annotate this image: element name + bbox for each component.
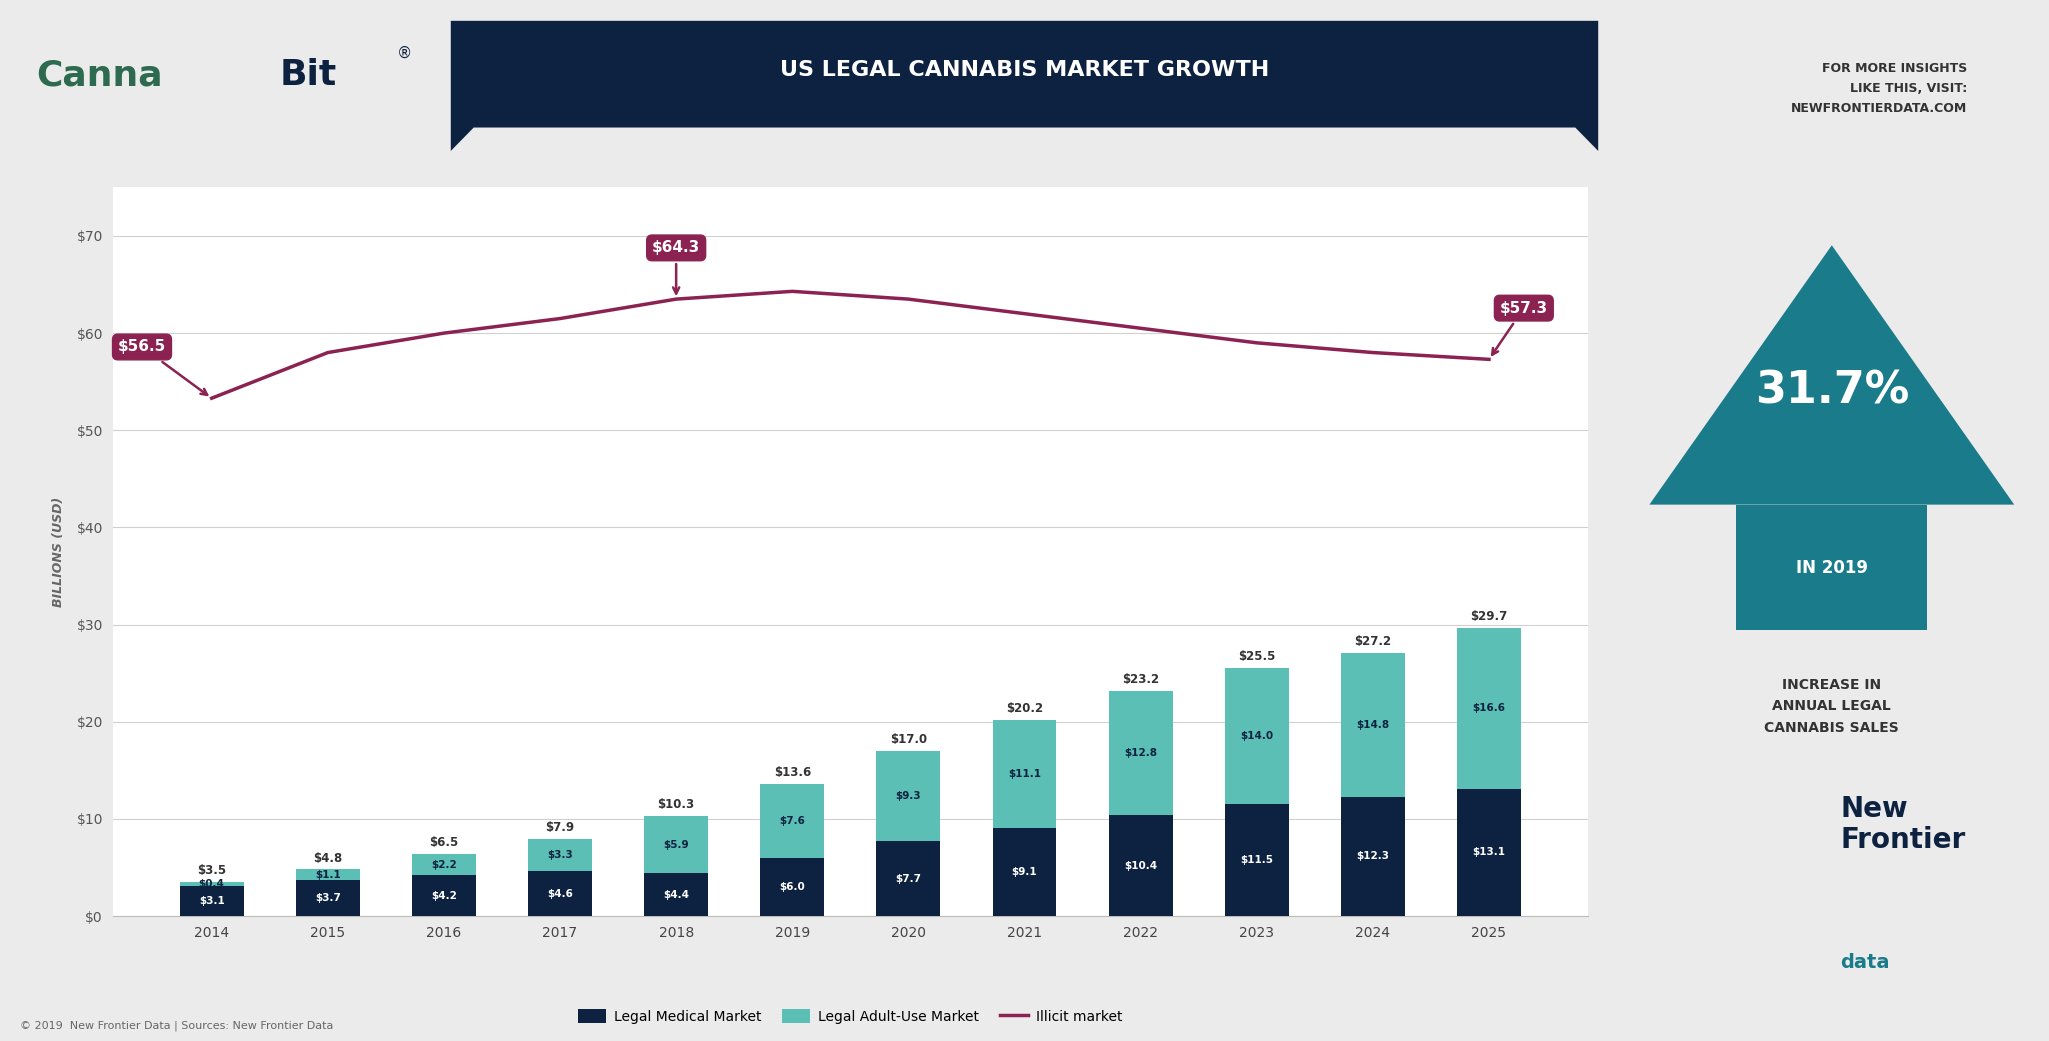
Text: $7.6: $7.6 <box>779 816 805 826</box>
Text: $6.0: $6.0 <box>779 882 805 892</box>
Text: $3.3: $3.3 <box>547 850 574 860</box>
Text: © 2019  New Frontier Data | Sources: New Frontier Data: © 2019 New Frontier Data | Sources: New … <box>20 1020 334 1031</box>
Text: $9.3: $9.3 <box>895 791 922 802</box>
Text: IN 2019: IN 2019 <box>1795 559 1869 577</box>
Bar <box>992 719 1057 828</box>
Text: US LEGAL CANNABIS MARKET GROWTH: US LEGAL CANNABIS MARKET GROWTH <box>781 60 1268 80</box>
Bar <box>760 858 824 916</box>
Text: New
Frontier: New Frontier <box>1840 795 1965 854</box>
Bar <box>877 751 940 841</box>
Text: $29.7: $29.7 <box>1471 610 1508 623</box>
Bar <box>1109 815 1172 916</box>
Text: $57.3: $57.3 <box>1492 301 1547 355</box>
Text: Bit: Bit <box>279 58 336 93</box>
Bar <box>295 880 361 916</box>
Text: $16.6: $16.6 <box>1473 703 1506 713</box>
Text: ®: ® <box>398 46 412 60</box>
Text: $25.5: $25.5 <box>1238 651 1274 663</box>
Text: $5.9: $5.9 <box>664 840 688 849</box>
Bar <box>412 875 475 916</box>
Bar <box>1457 628 1520 789</box>
Text: $27.2: $27.2 <box>1354 635 1391 648</box>
Text: $0.4: $0.4 <box>199 879 225 889</box>
Text: $4.2: $4.2 <box>430 891 457 900</box>
Text: $10.3: $10.3 <box>658 798 695 811</box>
Text: $10.4: $10.4 <box>1125 861 1158 870</box>
Text: $6.5: $6.5 <box>430 836 459 849</box>
Text: $4.8: $4.8 <box>313 852 342 865</box>
Text: $23.2: $23.2 <box>1123 672 1160 686</box>
Bar <box>529 871 592 916</box>
Legend: Legal Medical Market, Legal Adult-Use Market, Illicit market: Legal Medical Market, Legal Adult-Use Ma… <box>572 1004 1129 1030</box>
Bar <box>643 816 709 873</box>
Text: $3.1: $3.1 <box>199 896 225 906</box>
Polygon shape <box>451 21 1598 151</box>
Text: $7.7: $7.7 <box>895 873 922 884</box>
Text: $11.1: $11.1 <box>1008 768 1041 779</box>
Text: Canna: Canna <box>37 58 162 93</box>
Text: $12.8: $12.8 <box>1125 747 1158 758</box>
Y-axis label: BILLIONS (USD): BILLIONS (USD) <box>53 497 66 607</box>
FancyBboxPatch shape <box>1736 505 1928 631</box>
Text: $4.4: $4.4 <box>664 890 688 899</box>
Text: $4.6: $4.6 <box>547 889 574 898</box>
Text: $64.3: $64.3 <box>652 240 701 294</box>
Text: data: data <box>1840 953 1889 971</box>
Text: $2.2: $2.2 <box>430 860 457 869</box>
Text: $17.0: $17.0 <box>889 733 926 746</box>
Bar <box>1225 668 1289 805</box>
Text: $13.1: $13.1 <box>1473 847 1506 858</box>
Bar <box>1340 796 1406 916</box>
Text: $3.5: $3.5 <box>197 864 225 878</box>
Polygon shape <box>1649 246 2014 505</box>
Text: FOR MORE INSIGHTS
LIKE THIS, VISIT:
NEWFRONTIERDATA.COM: FOR MORE INSIGHTS LIKE THIS, VISIT: NEWF… <box>1791 62 1967 116</box>
Bar <box>1457 789 1520 916</box>
Text: $20.2: $20.2 <box>1006 702 1043 715</box>
Text: $9.1: $9.1 <box>1012 867 1037 877</box>
Bar <box>1340 653 1406 796</box>
Text: $11.5: $11.5 <box>1240 856 1272 865</box>
Text: $56.5: $56.5 <box>119 339 207 395</box>
Bar <box>1109 690 1172 815</box>
Text: $13.6: $13.6 <box>775 766 811 779</box>
Text: $14.0: $14.0 <box>1240 732 1272 741</box>
Text: 31.7%: 31.7% <box>1754 370 1910 412</box>
Text: $3.7: $3.7 <box>316 893 340 904</box>
Text: INCREASE IN
ANNUAL LEGAL
CANNABIS SALES: INCREASE IN ANNUAL LEGAL CANNABIS SALES <box>1764 678 1899 735</box>
Bar <box>180 886 244 916</box>
Bar <box>180 882 244 886</box>
Text: $14.8: $14.8 <box>1356 719 1389 730</box>
Bar <box>643 873 709 916</box>
Text: $7.9: $7.9 <box>545 821 574 835</box>
Bar <box>529 839 592 871</box>
Bar <box>295 869 361 880</box>
Bar <box>760 784 824 858</box>
Text: $12.3: $12.3 <box>1356 852 1389 861</box>
Bar <box>877 841 940 916</box>
Bar <box>412 854 475 875</box>
Bar <box>992 828 1057 916</box>
Text: $1.1: $1.1 <box>316 870 340 880</box>
Bar <box>1225 805 1289 916</box>
